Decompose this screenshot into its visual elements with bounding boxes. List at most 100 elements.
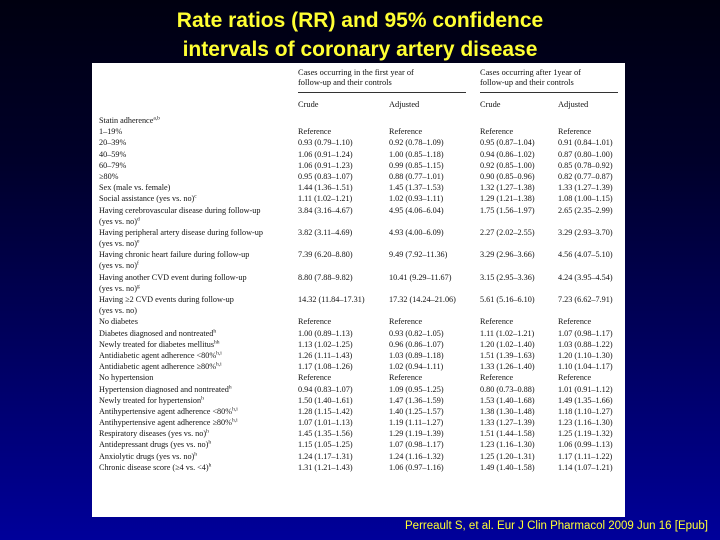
- rate-ratio-cell: 1.13 (1.02–1.25): [298, 339, 353, 349]
- table-row: Antihypertensive agent adherence ≥80%h,i…: [99, 417, 621, 428]
- row-label: Newly treated for hypertensionh: [99, 395, 298, 406]
- rate-ratio-cell: [558, 216, 621, 227]
- row-label-text: Statin adherence: [99, 116, 154, 125]
- table-row: Statin adherencea,b: [99, 115, 621, 126]
- footnote-marker: h,i: [231, 417, 238, 424]
- footnote-marker: c: [194, 193, 197, 200]
- row-label: Sex (male vs. female): [99, 182, 298, 193]
- rate-ratio-cell: 1.75 (1.56–1.97): [480, 205, 535, 215]
- footnote-marker: h: [208, 462, 212, 469]
- rate-ratio-cell: 4.24 (3.95–4.54): [558, 272, 613, 282]
- rate-ratio-cell: 1.03 (0.88–1.22): [558, 339, 613, 349]
- rate-ratio-cell: [558, 283, 621, 294]
- row-label: (yes vs. no)f: [99, 260, 298, 271]
- rate-ratio-cell: 7.23 (6.62–7.91): [558, 295, 613, 304]
- rate-ratio-cell: 4.56 (4.07–5.10): [558, 250, 613, 260]
- table-row: Social assistance (yes vs. no)c 1.11 (1.0…: [99, 193, 621, 204]
- row-label-text: 20–39%: [99, 138, 127, 148]
- row-label-text: Antihypertensive agent adherence ≥80%: [99, 418, 232, 428]
- row-label: Having peripheral artery disease during …: [99, 227, 298, 238]
- rate-ratio-cell: 1.19 (1.11–1.27): [389, 418, 444, 428]
- table-row: (yes vs. no)e: [99, 238, 621, 249]
- table-row: Antidiabetic agent adherence <80%h,i 1.26…: [99, 350, 621, 361]
- rate-ratio-cell: 3.84 (3.16–4.67): [298, 205, 353, 215]
- row-label-text: Hypertension diagnosed and nontreated: [99, 384, 229, 394]
- rate-ratio-cell: Reference: [298, 373, 332, 383]
- row-label-text: Respiratory diseases (yes vs. no): [99, 429, 207, 439]
- rate-ratio-cell: 1.24 (1.17–1.31): [298, 451, 353, 461]
- rate-ratio-cell: 1.51 (1.39–1.63): [480, 350, 535, 360]
- rate-ratio-cell: 1.47 (1.36–1.59): [389, 395, 444, 405]
- row-label: Antidiabetic agent adherence ≥80%h,i: [99, 361, 298, 372]
- table-row: Newly treated for diabetes mellitushh 1.1…: [99, 339, 621, 350]
- row-label: Hypertension diagnosed and nontreatedh: [99, 384, 298, 395]
- subheader-crude-after-year: Crude: [480, 100, 501, 109]
- footnote-marker: h: [194, 450, 198, 457]
- subheader-adjusted-first-year: Adjusted: [389, 100, 420, 109]
- row-label-text: (yes vs. no): [99, 216, 137, 226]
- row-label: (yes vs. no)g: [99, 283, 298, 294]
- rate-ratio-cell: Reference: [480, 373, 514, 383]
- rate-ratio-cell: 0.99 (0.85–1.15): [389, 160, 444, 170]
- row-label-text: Antidiabetic agent adherence <80%: [99, 350, 217, 360]
- rate-ratio-cell: 1.20 (1.10–1.30): [558, 350, 613, 360]
- row-label: 1–19%: [99, 126, 298, 137]
- rate-ratio-cell: 3.15 (2.95–3.36): [480, 272, 535, 282]
- rate-ratio-cell: 0.93 (0.82–1.05): [389, 328, 444, 338]
- table-row: Having ≥2 CVD events during follow-up 14.…: [99, 294, 621, 305]
- rate-ratio-cell: [389, 238, 480, 249]
- rate-ratio-cell: [558, 305, 621, 316]
- rate-ratio-cell: 1.29 (1.19–1.39): [389, 429, 444, 439]
- row-label: No hypertension: [99, 372, 298, 383]
- rate-ratio-cell: 0.80 (0.73–0.88): [480, 384, 535, 394]
- row-label: No diabetes: [99, 316, 298, 327]
- rate-ratio-cell: 0.85 (0.78–0.92): [558, 160, 613, 170]
- footnote-marker: h: [206, 428, 209, 435]
- row-label: Respiratory diseases (yes vs. no)h: [99, 428, 298, 439]
- group-header-first-year-line-2: follow-up and their controls: [298, 78, 392, 87]
- row-label-text: 40–59%: [99, 149, 127, 159]
- rate-ratio-cell: 0.82 (0.77–0.87): [558, 171, 613, 181]
- rate-ratio-cell: 0.94 (0.86–1.02): [480, 149, 535, 159]
- rate-ratio-cell: 1.23 (1.16–1.30): [558, 418, 613, 428]
- row-label: Having chronic heart failure during foll…: [99, 249, 298, 260]
- rate-ratio-cell: [480, 283, 558, 294]
- rate-ratio-cell: 1.33 (1.27–1.39): [558, 183, 613, 193]
- rate-ratio-cell: [298, 115, 389, 126]
- footnote-marker: h: [208, 439, 212, 446]
- rate-ratio-cell: 1.00 (0.89–1.13): [298, 328, 353, 338]
- rate-ratio-cell: Reference: [558, 127, 592, 137]
- rate-ratio-cell: 1.33 (1.26–1.40): [480, 362, 535, 372]
- row-label: (yes vs. no): [99, 305, 298, 316]
- rate-ratio-cell: 1.25 (1.19–1.32): [558, 429, 613, 439]
- table-row: (yes vs. no)d: [99, 216, 621, 227]
- row-label: Newly treated for diabetes mellitushh: [99, 339, 298, 350]
- rate-ratio-cell: 1.09 (0.95–1.25): [389, 384, 444, 394]
- rate-ratio-cell: 1.45 (1.37–1.53): [389, 183, 444, 193]
- footnote-marker: h: [213, 327, 217, 334]
- rate-ratio-cell: Reference: [480, 317, 514, 327]
- footnote-marker: g: [136, 283, 140, 290]
- rate-ratio-cell: 1.08 (1.00–1.15): [558, 194, 613, 204]
- rate-ratio-cell: Reference: [558, 317, 592, 327]
- table-row: Chronic disease score (≥4 vs. <4)h 1.31 (…: [99, 462, 621, 473]
- rate-ratio-cell: 1.11 (1.02–1.21): [298, 194, 353, 204]
- table-row: 1–19% Reference Reference Reference Referenc…: [99, 126, 621, 137]
- rate-ratio-cell: [480, 305, 558, 316]
- row-label: Social assistance (yes vs. no)c: [99, 193, 298, 204]
- row-label-text: No diabetes: [99, 317, 138, 327]
- footnote-marker: hh: [214, 339, 220, 346]
- rate-ratio-cell: [558, 238, 621, 249]
- rate-ratio-cell: 1.07 (0.98–1.17): [389, 440, 444, 450]
- rate-ratio-cell: 1.53 (1.40–1.68): [480, 395, 535, 405]
- rate-ratio-cell: 1.51 (1.44–1.58): [480, 429, 535, 439]
- row-label-text: Antidepressant drugs (yes vs. no): [99, 440, 209, 450]
- rate-ratio-cell: 14.32 (11.84–17.31): [298, 295, 365, 304]
- rate-ratio-cell: 0.90 (0.85–0.96): [480, 171, 535, 181]
- table-row: Respiratory diseases (yes vs. no)h 1.45 (…: [99, 428, 621, 439]
- rate-ratio-cell: 1.07 (0.98–1.17): [558, 328, 613, 338]
- row-label-text: (yes vs. no): [99, 239, 137, 249]
- row-label: (yes vs. no)d: [99, 216, 298, 227]
- table-row: Newly treated for hypertensionh 1.50 (1.4…: [99, 395, 621, 406]
- rate-ratio-cell: [480, 216, 558, 227]
